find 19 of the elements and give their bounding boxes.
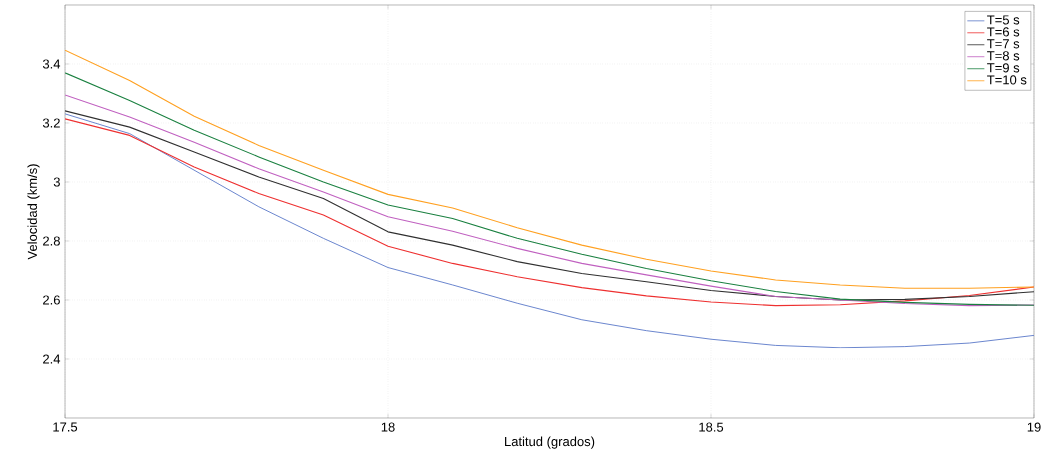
x-tick-label: 19 [1027, 422, 1041, 432]
y-tick-label: 2.8 [43, 236, 60, 246]
legend-label: T=7 s [987, 39, 1020, 49]
y-axis-title: Velocidad (km/s) [27, 164, 40, 260]
legend-label: T=10 s [987, 75, 1027, 85]
y-tick-label: 3.4 [42, 59, 61, 69]
x-tick-label: 18.5 [699, 422, 724, 432]
y-tick-label: 2.6 [43, 295, 60, 305]
x-tick-label: 17.5 [53, 422, 78, 432]
legend-label: T=5 s [987, 15, 1020, 25]
y-tick-label: 3 [53, 177, 60, 187]
line-series [65, 49, 1034, 289]
legend-label: T=6 s [987, 27, 1020, 37]
y-tick-label: 3.2 [42, 118, 60, 128]
y-tick-label: 2.4 [43, 354, 61, 364]
legend-label: T=8 s [987, 51, 1020, 61]
x-tick-label: 18 [381, 422, 395, 432]
x-axis-title: Latitud (grados) [505, 436, 595, 449]
legend-label: T=9 s [987, 63, 1020, 73]
